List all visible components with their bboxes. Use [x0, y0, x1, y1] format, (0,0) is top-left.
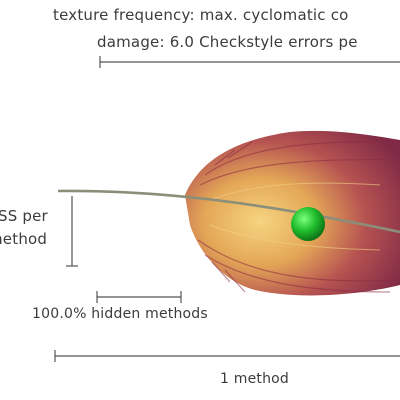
green-ball-marker [291, 207, 325, 241]
feather-vane [185, 131, 400, 296]
texture-frequency-label: texture frequency: max. cyclomatic co [53, 6, 349, 24]
damage-label: damage: 6.0 Checkstyle errors pe [97, 33, 358, 51]
left-metric-label-line-1: SS per [0, 207, 48, 225]
top-dimension-line [100, 56, 400, 68]
hidden-methods-dimension-line [97, 291, 181, 303]
bottom-dimension-line [55, 350, 400, 362]
method-count-label: 1 method [220, 371, 289, 387]
hidden-methods-label: 100.0% hidden methods [32, 306, 208, 322]
left-dimension-line [66, 196, 78, 266]
left-metric-label-line-2: method [0, 230, 47, 248]
